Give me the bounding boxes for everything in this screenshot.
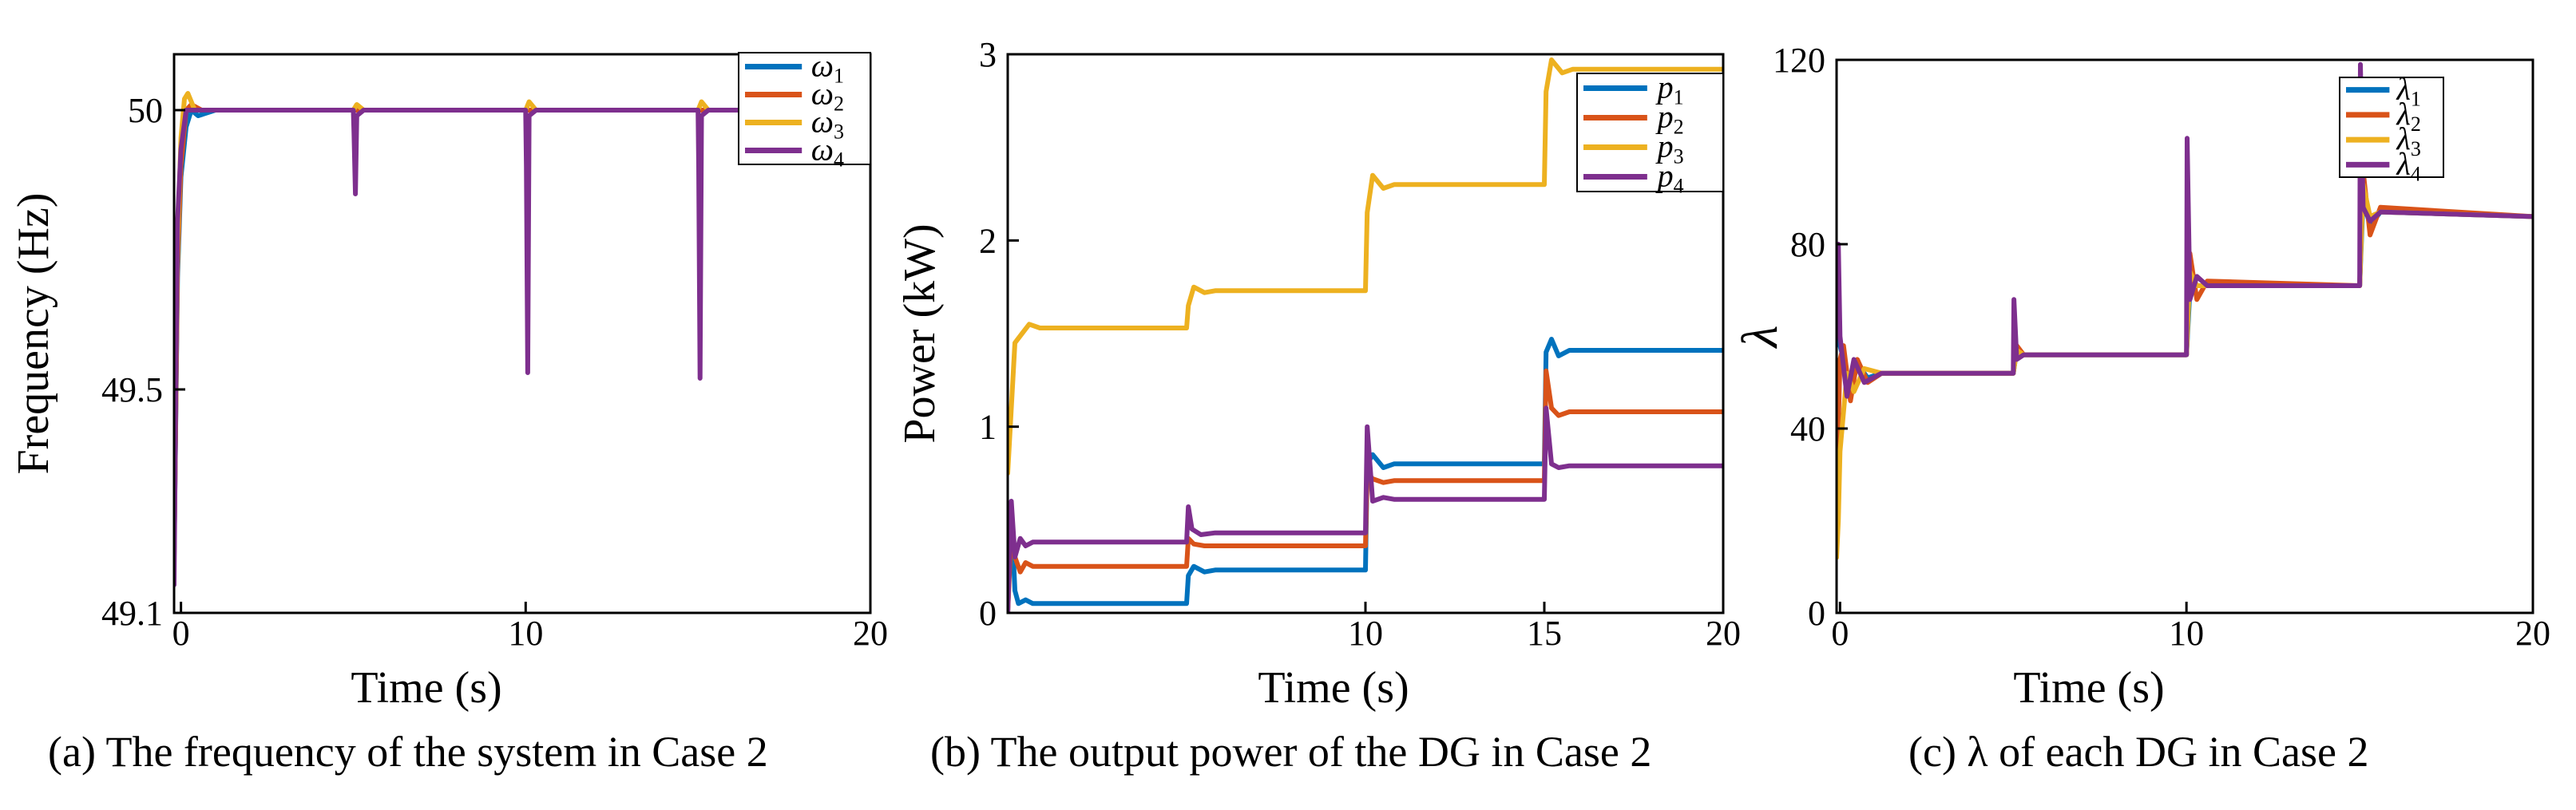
y-axis-label: Frequency (Hz) <box>9 193 58 475</box>
y-tick-label: 49.5 <box>101 370 163 409</box>
legend-symbol: λ <box>2396 96 2411 132</box>
legend-label-ω1: ω1 <box>811 48 844 88</box>
series-line-ω4 <box>174 108 870 587</box>
legend-subscript: 4 <box>1674 175 1684 198</box>
series-line-p3 <box>1008 57 1723 476</box>
x-tick-label: 20 <box>1706 614 1741 653</box>
x-tick-label: 10 <box>508 614 543 653</box>
legend-label-p1: p1 <box>1655 69 1684 109</box>
x-tick-label: 20 <box>853 614 888 653</box>
legend-subscript: 4 <box>2411 162 2421 185</box>
series-line-ω3 <box>174 91 870 559</box>
y-axis-label: λ <box>1731 326 1788 350</box>
legend-subscript: 3 <box>1674 145 1684 168</box>
legend-subscript: 3 <box>2411 137 2421 160</box>
panel-lambda: 0 10 20 0 40 80 120 Time (s) λ (c) λ of each DG i… <box>1731 41 2550 776</box>
y-tick-label: 1 <box>979 408 997 447</box>
y-tick-label: 49.1 <box>101 594 163 633</box>
legend-subscript: 2 <box>1674 116 1684 139</box>
legend-symbol: ω <box>811 132 834 168</box>
legend-symbol: ω <box>811 104 834 140</box>
panel-frequency: 0 10 20 49.1 49.5 50 Time (s) Frequency (Hz) (a)… <box>9 48 888 776</box>
y-tick-label: 40 <box>1790 409 1825 448</box>
x-tick-label: 10 <box>1348 614 1383 653</box>
legend-subscript: 1 <box>1674 86 1684 109</box>
series-group <box>1008 57 1723 613</box>
x-axis-label: Time (s) <box>1258 663 1409 713</box>
legend-symbol: ω <box>811 48 834 84</box>
x-tick-label: 0 <box>172 614 190 653</box>
y-tick-label: 0 <box>979 594 997 633</box>
legend-box <box>1576 73 1724 192</box>
x-axis-label: Time (s) <box>2013 663 2164 713</box>
series-group <box>174 91 870 587</box>
legend-label-λ4: λ4 <box>2396 145 2421 185</box>
y-tick-label: 120 <box>1773 41 1825 80</box>
legend-box <box>2339 77 2444 178</box>
legend-box <box>738 52 871 165</box>
legend-label-λ1: λ1 <box>2396 71 2421 111</box>
panel-caption: (c) λ of each DG in Case 2 <box>1908 728 2368 776</box>
legend-subscript: 1 <box>2411 88 2421 111</box>
legend-subscript: 4 <box>834 148 844 172</box>
x-tick-label: 15 <box>1527 614 1562 653</box>
legend-symbol: ω <box>811 76 834 112</box>
panel-caption: (a) The frequency of the system in Case … <box>48 728 768 776</box>
legend-symbol: p <box>1655 158 1674 194</box>
legend-symbol: λ <box>2396 71 2411 107</box>
legend-symbol: p <box>1655 99 1674 135</box>
legend-label-p4: p4 <box>1655 158 1684 198</box>
legend-symbol: p <box>1655 69 1674 105</box>
legend-symbol: λ <box>2396 121 2411 156</box>
legend-label-ω3: ω3 <box>811 104 844 144</box>
x-axis-label: Time (s) <box>351 663 501 713</box>
legend-label-ω2: ω2 <box>811 76 844 116</box>
y-tick-label: 50 <box>128 91 163 130</box>
legend-label-p3: p3 <box>1655 128 1684 168</box>
legend-symbol: λ <box>2396 145 2411 181</box>
series-line-p4 <box>1008 405 1723 613</box>
legend-subscript: 3 <box>834 121 844 144</box>
axes-frame <box>1835 58 2534 614</box>
x-tick-label: 0 <box>1831 614 1849 653</box>
y-tick-label: 3 <box>979 35 997 74</box>
panel-caption: (b) The output power of the DG in Case 2 <box>930 728 1651 776</box>
y-tick-label: 0 <box>1808 594 1825 633</box>
x-tick-label: 20 <box>2515 614 2550 653</box>
y-axis-label: Power (kW) <box>895 223 945 443</box>
legend-subscript: 1 <box>834 65 844 88</box>
x-tick-label: 10 <box>2169 614 2204 653</box>
legend-label-λ3: λ3 <box>2396 121 2421 160</box>
legend-subscript: 2 <box>834 93 844 116</box>
legend-label-ω4: ω4 <box>811 132 844 172</box>
series-line-p1 <box>1008 337 1723 613</box>
series-line-p2 <box>1008 368 1723 613</box>
legend-label-λ2: λ2 <box>2396 96 2421 136</box>
y-tick-label: 80 <box>1790 225 1825 264</box>
legend-subscript: 2 <box>2411 113 2421 136</box>
legend-symbol: p <box>1655 128 1674 164</box>
axes-frame <box>172 53 872 614</box>
panel-power: 10 15 20 0 1 2 3 Time (s) Power (kW) (b) The outp… <box>895 35 1741 776</box>
y-tick-label: 2 <box>979 221 997 260</box>
legend-label-p2: p2 <box>1655 99 1684 139</box>
